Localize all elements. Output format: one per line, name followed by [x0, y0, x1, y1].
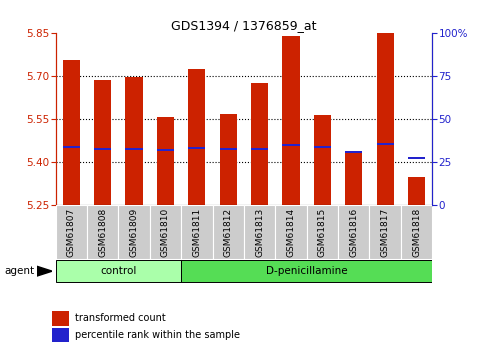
Bar: [220, 148, 237, 150]
Text: GSM61811: GSM61811: [192, 207, 201, 257]
Bar: [53, 310, 69, 326]
Bar: [275, 205, 307, 259]
Bar: [87, 205, 118, 259]
Text: GSM61809: GSM61809: [129, 207, 139, 257]
Text: GSM61813: GSM61813: [255, 207, 264, 257]
Text: GSM61818: GSM61818: [412, 207, 421, 257]
Bar: [94, 80, 111, 205]
Bar: [338, 205, 369, 259]
Text: transformed count: transformed count: [75, 313, 166, 323]
Text: GSM61812: GSM61812: [224, 207, 233, 257]
Bar: [369, 205, 401, 259]
Bar: [307, 205, 338, 259]
Text: GSM61814: GSM61814: [286, 207, 296, 257]
Bar: [283, 36, 299, 205]
Text: GSM61816: GSM61816: [349, 207, 358, 257]
Bar: [188, 69, 205, 205]
Bar: [94, 148, 111, 150]
Bar: [157, 149, 174, 151]
Bar: [181, 205, 213, 259]
Bar: [408, 157, 425, 159]
Bar: [150, 205, 181, 259]
Polygon shape: [37, 266, 52, 276]
Text: GSM61810: GSM61810: [161, 207, 170, 257]
Bar: [188, 147, 205, 149]
Bar: [251, 83, 268, 205]
Bar: [345, 151, 362, 153]
Text: agent: agent: [5, 266, 35, 276]
Bar: [126, 148, 142, 150]
Bar: [53, 328, 69, 343]
Bar: [408, 177, 425, 205]
Bar: [181, 260, 432, 282]
Text: control: control: [100, 266, 137, 276]
Text: percentile rank within the sample: percentile rank within the sample: [75, 331, 240, 340]
Bar: [244, 205, 275, 259]
Bar: [345, 152, 362, 205]
Bar: [63, 146, 80, 148]
Bar: [56, 260, 181, 282]
Bar: [118, 205, 150, 259]
Text: GSM61807: GSM61807: [67, 207, 76, 257]
Bar: [220, 114, 237, 205]
Bar: [314, 115, 331, 205]
Title: GDS1394 / 1376859_at: GDS1394 / 1376859_at: [171, 19, 317, 32]
Text: D-penicillamine: D-penicillamine: [266, 266, 347, 276]
Bar: [126, 77, 142, 205]
Text: GSM61808: GSM61808: [98, 207, 107, 257]
Bar: [377, 33, 394, 205]
Bar: [314, 146, 331, 148]
Bar: [56, 205, 87, 259]
Bar: [283, 144, 299, 146]
Bar: [377, 143, 394, 145]
Text: GSM61815: GSM61815: [318, 207, 327, 257]
Text: GSM61817: GSM61817: [381, 207, 390, 257]
Bar: [213, 205, 244, 259]
Bar: [251, 148, 268, 150]
Bar: [401, 205, 432, 259]
Bar: [157, 117, 174, 205]
Bar: [63, 60, 80, 205]
